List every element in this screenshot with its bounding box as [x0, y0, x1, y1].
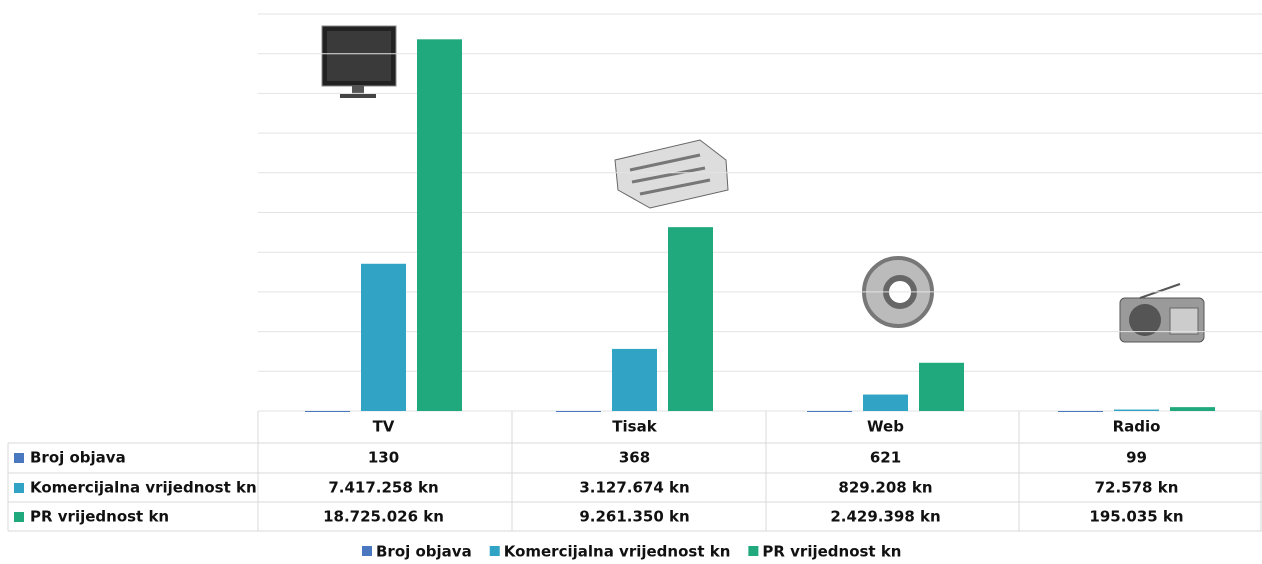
bar	[1170, 407, 1215, 411]
table-cell: 368	[619, 449, 650, 467]
row-swatch	[14, 483, 24, 493]
bar	[305, 411, 350, 412]
category-label: Tisak	[612, 418, 657, 436]
bar	[612, 349, 657, 411]
bar	[919, 363, 964, 411]
row-label: Broj objava	[30, 449, 126, 467]
table-cell: 195.035 kn	[1089, 508, 1183, 526]
bar	[863, 395, 908, 411]
bar	[361, 264, 406, 411]
bar	[807, 411, 852, 412]
row-label: Komercijalna vrijednost kn	[30, 479, 257, 497]
category-label: Web	[867, 418, 904, 436]
bar	[668, 227, 713, 411]
table-cell: 3.127.674 kn	[579, 479, 689, 497]
bar	[556, 411, 601, 412]
newspaper-icon	[615, 140, 728, 208]
tv-icon	[322, 26, 396, 98]
table-cell: 18.725.026 kn	[323, 508, 444, 526]
table-cell: 621	[870, 449, 901, 467]
chart: TV 130 7.417.258 kn 18.725.026 kn Tisak 368 3.…	[0, 0, 1262, 564]
table-cell: 72.578 kn	[1095, 479, 1179, 497]
table-cell: 2.429.398 kn	[830, 508, 940, 526]
legend-label: Komercijalna vrijednost kn	[504, 543, 731, 561]
table-cell: 829.208 kn	[838, 479, 932, 497]
row-label: PR vrijednost kn	[30, 508, 169, 526]
bar	[417, 39, 462, 411]
table-cell: 130	[368, 449, 399, 467]
table-cell: 7.417.258 kn	[328, 479, 438, 497]
legend-swatch	[362, 546, 372, 556]
radio-icon	[1120, 284, 1204, 342]
table-cell: 99	[1126, 449, 1147, 467]
legend-swatch	[748, 546, 758, 556]
bar	[1114, 410, 1159, 411]
row-swatch	[14, 453, 24, 463]
table-cell: 9.261.350 kn	[579, 508, 689, 526]
legend-label: Broj objava	[376, 543, 472, 561]
row-swatch	[14, 512, 24, 522]
legend-label: PR vrijednost kn	[762, 543, 901, 561]
legend-swatch	[490, 546, 500, 556]
category-label: TV	[373, 418, 395, 436]
category-label: Radio	[1113, 418, 1161, 436]
bar	[1058, 411, 1103, 412]
